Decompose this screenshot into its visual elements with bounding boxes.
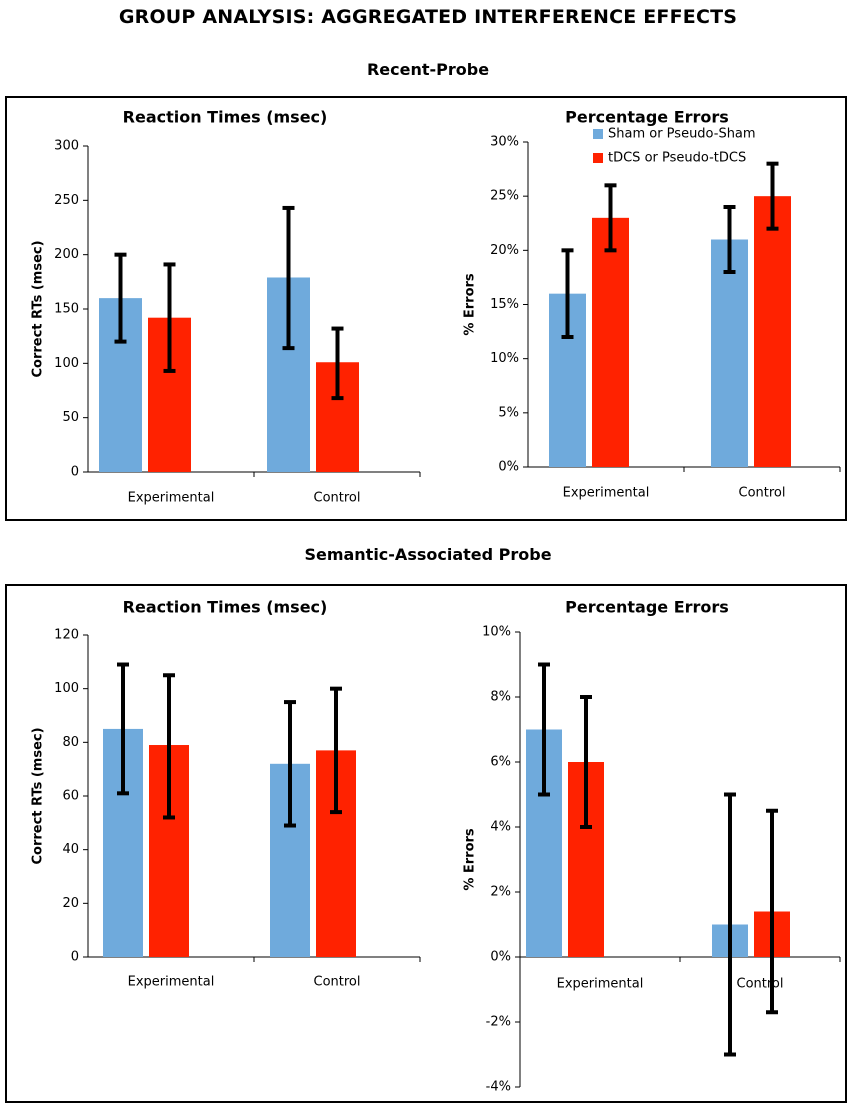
y-tick-label: 150 [54, 302, 79, 317]
y-axis-label: % Errors [463, 828, 478, 891]
section-title-semantic-associated-probe: Semantic-Associated Probe [304, 545, 552, 564]
y-tick-label: -4% [486, 1080, 511, 1095]
y-axis-label: Correct RTs (msec) [31, 727, 46, 864]
y-tick-label: 20% [490, 243, 519, 258]
y-tick-label: 300 [54, 139, 79, 154]
y-tick-label: 200 [54, 247, 79, 262]
y-tick-label: 0% [498, 460, 519, 475]
legend-swatch [593, 153, 603, 163]
y-tick-label: 10% [482, 625, 511, 640]
legend-label: Sham or Pseudo-Sham [608, 127, 756, 142]
y-axis-label: % Errors [463, 273, 478, 336]
y-tick-label: 60 [62, 789, 79, 804]
x-category-label: Control [314, 491, 361, 506]
y-tick-label: 0 [71, 465, 79, 480]
chart-title: Percentage Errors [565, 598, 729, 617]
y-tick-label: 0 [71, 950, 79, 965]
x-category-label: Experimental [128, 975, 215, 990]
figure-title: GROUP ANALYSIS: AGGREGATED INTERFERENCE … [118, 6, 738, 28]
y-tick-label: 4% [490, 820, 511, 835]
x-category-label: Experimental [557, 977, 644, 992]
y-tick-label: 120 [54, 628, 79, 643]
y-tick-label: 6% [490, 755, 511, 770]
x-category-label: Control [739, 486, 786, 501]
legend-label: tDCS or Pseudo-tDCS [608, 151, 746, 166]
y-tick-label: 8% [490, 690, 511, 705]
bar-tdcs-or-pseudo-tdcs-control [754, 196, 791, 467]
x-category-label: Control [737, 977, 784, 992]
x-category-label: Experimental [563, 486, 650, 501]
section-title-recent-probe: Recent-Probe [366, 60, 490, 79]
y-tick-label: 5% [498, 405, 519, 420]
y-tick-label: 20 [62, 896, 79, 911]
legend-swatch [593, 129, 603, 139]
y-tick-label: 100 [54, 681, 79, 696]
y-tick-label: 50 [62, 410, 79, 425]
panel-recent-probe [5, 96, 847, 521]
y-axis-label: Correct RTs (msec) [31, 240, 46, 377]
y-tick-label: 25% [490, 189, 519, 204]
y-tick-label: 100 [54, 356, 79, 371]
y-tick-label: 250 [54, 193, 79, 208]
y-tick-label: 80 [62, 735, 79, 750]
panel-semantic-associated-probe [5, 584, 847, 1103]
bar-sham-or-pseudo-sham-control [711, 239, 748, 467]
x-category-label: Control [314, 975, 361, 990]
y-tick-label: 40 [62, 842, 79, 857]
y-tick-label: 30% [490, 135, 519, 150]
y-tick-label: 10% [490, 351, 519, 366]
y-tick-label: 0% [490, 950, 511, 965]
x-category-label: Experimental [128, 491, 215, 506]
y-tick-label: -2% [486, 1015, 511, 1030]
chart-title: Reaction Times (msec) [123, 108, 328, 127]
bar-tdcs-or-pseudo-tdcs-experimental [592, 217, 629, 467]
y-tick-label: 15% [490, 297, 519, 312]
y-tick-label: 2% [490, 885, 511, 900]
chart-title: Percentage Errors [565, 108, 729, 127]
chart-title: Reaction Times (msec) [123, 598, 328, 617]
